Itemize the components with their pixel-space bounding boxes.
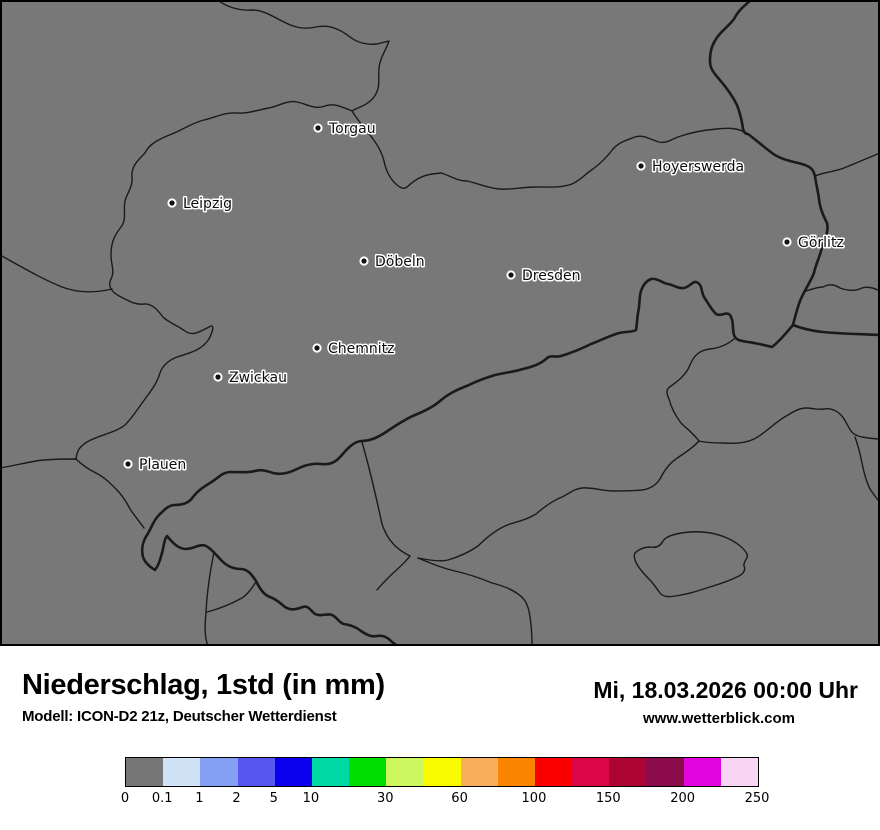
city-label: Döbeln [375,254,425,270]
country-border-line [708,0,829,327]
country-border-line [140,277,795,646]
color-scale-segment [386,758,424,786]
city-label: Torgau [328,121,376,137]
color-scale-segment [274,758,312,786]
state-border-line [206,581,257,613]
color-scale-segment [163,758,201,786]
city-dot [312,343,322,353]
city-marker: Görlitz [782,234,845,253]
color-scale-segment [460,758,498,786]
city-dot [123,459,133,469]
color-scale-segment [423,758,461,786]
city-marker: Leipzig [167,195,234,214]
state-border-line [417,557,533,646]
website-url: www.wetterblick.com [643,710,795,727]
color-scale-tick: 100 [521,791,547,806]
city-dot [506,270,516,280]
color-scale-segment [646,758,684,786]
city-markers: Torgau Leipzig Hoyerswerda Görlitz Döbeln Dre… [123,120,845,475]
color-scale-segment [534,758,573,786]
color-scale-tick: 2 [232,791,241,806]
state-country-borders [0,0,880,646]
state-border-line [633,531,749,598]
footer-panel [0,646,880,830]
city-marker: Hoyerswerda [636,158,746,177]
color-scale-tick: 150 [595,791,621,806]
color-scale-segment [720,758,758,786]
city-marker: Dresden [506,267,582,286]
city-dot [167,198,177,208]
city-label: Hoyerswerda [652,159,744,175]
state-border-line [0,254,113,293]
color-scale-segment [126,758,164,786]
color-scale-segment [349,758,387,786]
state-border-line [0,458,145,529]
city-label: Zwickau [229,370,287,386]
color-scale-segment [200,758,238,786]
color-scale-segment [497,758,535,786]
model-subtitle: Modell: ICON-D2 21z, Deutscher Wetterdie… [22,708,337,725]
color-scale-tick: 0 [120,791,130,806]
state-border-line [217,0,749,190]
color-scale-tick: 30 [376,791,394,806]
city-dot [313,123,323,133]
city-label: Dresden [522,268,581,284]
state-border-line [361,441,411,591]
city-label: Leipzig [183,196,232,212]
city-marker: Chemnitz [312,340,396,359]
city-marker: Torgau [313,120,377,139]
map-canvas: Torgau Leipzig Hoyerswerda Görlitz Döbeln Dre… [0,0,880,646]
state-border-line [805,284,880,292]
color-scale-tick: 0.1 [151,791,173,806]
country-border-line [791,323,880,337]
city-dot [636,161,646,171]
state-border-line [204,551,215,646]
state-border-line [854,436,880,503]
map-frame-border [0,0,880,646]
color-scale-segment [237,758,275,786]
color-scale-segment [572,758,610,786]
precipitation-map: Torgau Leipzig Hoyerswerda Görlitz Döbeln Dre… [0,0,880,646]
color-scale-segment [609,758,647,786]
color-scale-segment [311,758,350,786]
city-label: Görlitz [798,235,844,251]
color-scale-tick: 250 [744,791,770,806]
color-scale-segment [683,758,721,786]
city-marker: Döbeln [359,253,426,272]
page-title: Niederschlag, 1std (in mm) [22,669,385,701]
color-scale-tick: 10 [302,791,320,806]
city-dot [782,237,792,247]
precipitation-color-scale [125,757,759,787]
state-border-line [417,338,735,562]
city-dot [359,256,369,266]
color-scale-tick: 5 [269,791,278,806]
city-dot [213,372,223,382]
state-border-line [814,152,880,177]
state-border-line [698,407,880,445]
forecast-datetime: Mi, 18.03.2026 00:00 Uhr [593,677,858,703]
color-scale-tick: 60 [451,791,468,806]
city-marker: Zwickau [213,369,288,388]
city-label: Chemnitz [328,341,395,357]
state-border-line [75,100,353,460]
city-marker: Plauen [123,456,188,475]
color-scale-tick: 200 [670,791,696,806]
city-label: Plauen [139,457,186,473]
color-scale-tick: 1 [195,791,204,806]
